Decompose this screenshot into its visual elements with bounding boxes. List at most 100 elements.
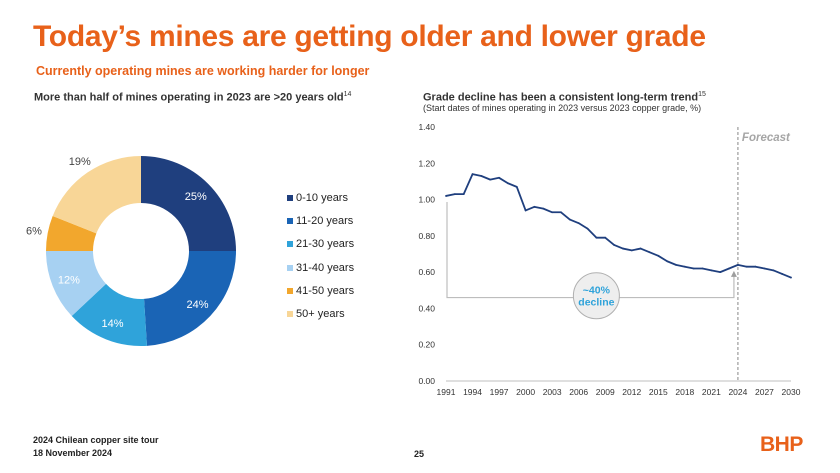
legend-item: 21-30 years: [287, 233, 354, 256]
donut-slice-4: [46, 216, 97, 251]
line-heading-text: Grade decline has been a consistent long…: [423, 91, 699, 104]
grade-data-point: [560, 211, 562, 214]
grade-data-point: [701, 267, 704, 270]
donut-slice-5: [52, 156, 141, 234]
x-tick-label: 1994: [463, 387, 482, 397]
x-tick-label: 2021: [702, 387, 721, 397]
line-heading-footnote: 15: [698, 91, 706, 98]
grade-data-point: [577, 222, 580, 225]
legend-label: 0-10 years: [296, 191, 348, 204]
grade-data-point: [533, 205, 536, 208]
grade-data-point: [453, 193, 456, 196]
grade-data-point: [604, 236, 607, 239]
grade-data-point: [657, 254, 660, 257]
legend-swatch: [287, 241, 293, 248]
page-subtitle: Currently operating mines are working ha…: [36, 64, 370, 78]
bhp-logo: BHP: [760, 433, 803, 456]
grade-data-point: [480, 175, 483, 177]
grade-data-point: [462, 193, 465, 196]
grade-data-point: [737, 263, 739, 266]
legend-item: 31-40 years: [287, 256, 354, 279]
grade-data-point: [595, 236, 598, 239]
grade-data-point: [781, 273, 784, 275]
x-tick-label: 2006: [569, 387, 588, 397]
grade-data-point: [763, 267, 766, 270]
grade-data-point: [683, 265, 686, 268]
grade-data-point: [675, 263, 677, 266]
x-tick-label: 2003: [543, 387, 562, 397]
y-tick-label: 0.80: [418, 231, 435, 241]
forecast-label: Forecast: [742, 132, 791, 144]
donut-label-5: 19%: [69, 156, 91, 168]
grade-data-point: [772, 269, 775, 272]
donut-label-2: 14%: [101, 318, 123, 330]
legend-item: 41-50 years: [287, 279, 354, 302]
page-title: Today’s mines are getting older and lowe…: [33, 20, 706, 53]
legend-swatch: [287, 264, 293, 271]
grade-data-point: [666, 260, 669, 263]
grade-data-point: [498, 176, 500, 179]
grade-data-point: [719, 271, 722, 274]
legend-swatch: [287, 311, 293, 318]
donut-label-0: 25%: [185, 191, 207, 203]
donut-slice-2: [71, 283, 147, 346]
grade-data-point: [630, 249, 633, 252]
grade-data-point: [710, 269, 713, 272]
grade-data-point: [445, 195, 447, 197]
page-number: 25: [414, 449, 425, 459]
y-tick-label: 0.60: [418, 267, 435, 277]
grade-data-point: [622, 247, 624, 250]
legend-label: 50+ years: [296, 308, 345, 321]
legend-swatch: [287, 287, 293, 294]
grade-data-point: [639, 247, 642, 250]
decline-callout-text: decline: [578, 297, 614, 309]
legend-item: 11-20 years: [287, 209, 354, 232]
line-subheading: (Start dates of mines operating in 2023 …: [423, 103, 702, 113]
grade-data-point: [613, 244, 615, 246]
grade-data-point: [728, 267, 730, 270]
y-tick-label: 1.40: [418, 122, 435, 132]
footer-event: 2024 Chilean copper site tour: [33, 435, 159, 445]
x-tick-label: 2000: [516, 387, 535, 397]
legend-label: 31-40 years: [296, 261, 355, 274]
grade-data-point: [471, 173, 474, 176]
donut-slice-1: [144, 251, 236, 346]
grade-data-point: [515, 185, 518, 188]
grade-data-point: [568, 218, 571, 221]
x-tick-label: 1991: [437, 387, 456, 397]
line-heading: Grade decline has been a consistent long…: [423, 91, 706, 104]
donut-heading: More than half of mines operating in 202…: [34, 91, 351, 104]
donut-slice-0: [141, 156, 236, 251]
grade-data-point: [745, 265, 748, 268]
legend-swatch: [287, 217, 293, 224]
x-tick-label: 2012: [622, 387, 641, 397]
decline-callout: [572, 272, 620, 320]
x-tick-label: 2009: [596, 387, 615, 397]
donut-chart: 25% 24% 14% 12% 6% 19%: [26, 156, 236, 346]
donut-slice-3: [45, 251, 107, 317]
x-tick-label: 2030: [782, 387, 801, 397]
grade-data-point: [754, 265, 757, 268]
grade-data-point: [551, 211, 554, 214]
y-tick-label: 1.20: [418, 158, 435, 168]
legend-label: 41-50 years: [296, 284, 355, 297]
donut-legend: 0-10 years 11-20 years 21-30 years 31-40 ye…: [287, 186, 354, 326]
y-tick-label: 0.00: [418, 376, 435, 386]
donut-heading-text: More than half of mines operating in 202…: [34, 91, 344, 104]
y-tick-label: 0.40: [418, 303, 435, 313]
donut-label-4: 6%: [26, 226, 42, 238]
y-tick-label: 1.00: [418, 195, 435, 205]
donut-label-3: 12%: [58, 275, 80, 287]
legend-item: 0-10 years: [287, 186, 354, 209]
grade-line-chart: 0.00 0.20 0.40 0.60 0.80 1.00 1.20 1.40 1991 1994…: [418, 122, 801, 397]
x-tick-label: 1997: [490, 387, 509, 397]
decline-arrowhead: [730, 270, 737, 277]
legend-label: 11-20 years: [296, 214, 354, 227]
footer-date: 18 November 2024: [33, 448, 113, 458]
grade-data-point: [507, 182, 509, 185]
grade-data-point: [489, 178, 492, 181]
x-tick-label: 2024: [728, 387, 747, 397]
grade-data-point: [524, 209, 527, 212]
grade-data-point: [542, 207, 545, 210]
x-tick-label: 2018: [675, 387, 694, 397]
